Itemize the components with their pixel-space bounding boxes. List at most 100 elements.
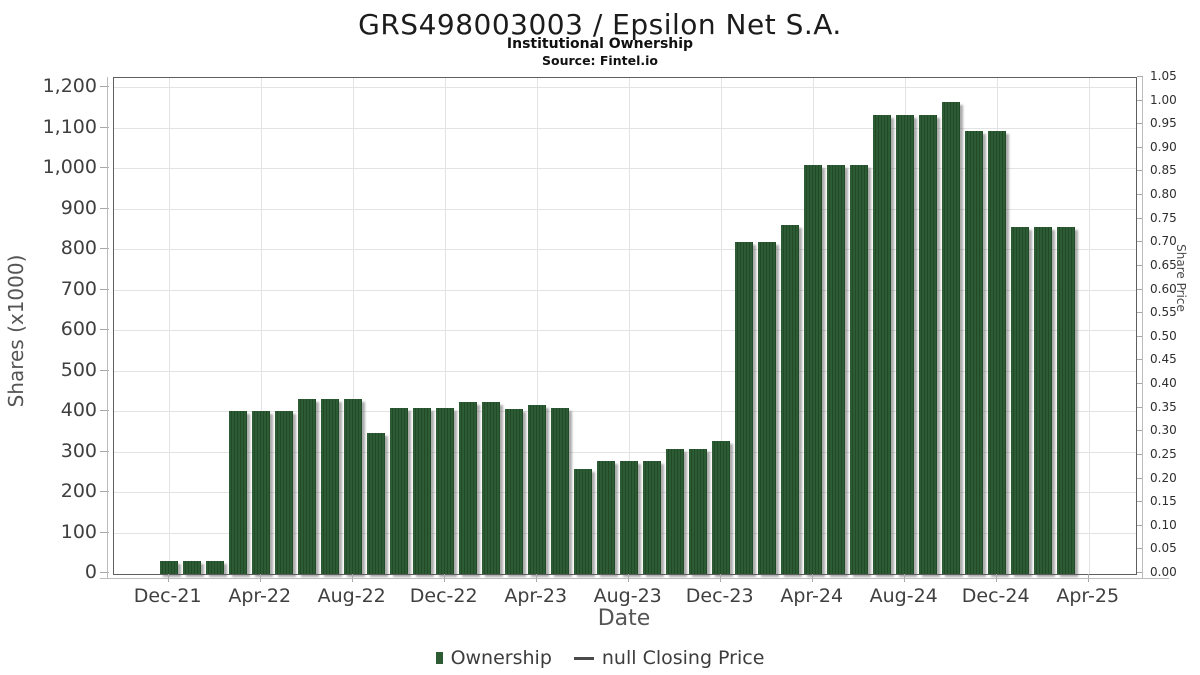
chart-subtitle: Institutional Ownership [506,36,694,52]
legend-ownership-label: Ownership [450,647,552,669]
ownership-bar[interactable] [734,241,753,574]
h-gridline [114,249,1136,250]
ownership-bar[interactable] [826,164,845,574]
x-axis-tick-label: Dec-24 [961,585,1030,607]
plot-area [113,77,1137,575]
legend: Ownership null Closing Price [0,645,1200,671]
price-axis-tick [1137,406,1143,408]
ownership-bar[interactable] [895,115,914,574]
y-axis-tick-label: 200 [60,480,97,502]
ownership-bar[interactable] [711,441,730,574]
ownership-bar[interactable] [412,407,431,574]
ownership-bar[interactable] [251,410,270,574]
ownership-bar[interactable] [1010,226,1029,574]
y-axis-tick-label: 400 [60,399,97,421]
y-axis-tick [100,369,109,371]
price-axis-tick-label: 0.30 [1150,423,1177,438]
price-axis-tick [1137,453,1143,455]
y-axis-tick [100,126,109,128]
ownership-bar[interactable] [389,407,408,574]
ownership-bar[interactable] [182,560,201,574]
ownership-bar[interactable] [550,407,569,574]
ownership-bar[interactable] [481,402,500,574]
ownership-bar[interactable] [1056,226,1075,574]
ownership-bar[interactable] [297,399,316,574]
ownership-bar[interactable] [1033,226,1052,574]
ownership-bar[interactable] [987,130,1006,574]
ownership-bar[interactable] [504,409,523,574]
ownership-bar[interactable] [780,224,799,574]
price-axis-tick-label: 1.00 [1150,92,1177,107]
bottom-axis-line [100,578,1169,579]
ownership-bar[interactable] [803,164,822,574]
price-axis-tick [1137,572,1143,573]
price-axis-tick-label: 0.70 [1150,234,1177,249]
ownership-bar[interactable] [642,461,661,574]
ownership-bar[interactable] [274,410,293,574]
ownership-series-swatch-icon [435,652,443,664]
ownership-bar[interactable] [941,102,960,574]
y-axis-tick-label: 100 [60,520,97,543]
v-gridline [352,78,354,574]
ownership-bar[interactable] [872,115,891,574]
ownership-bar[interactable] [619,461,638,574]
ownership-bar[interactable] [435,407,454,574]
price-axis-tick-label: 0.55 [1150,305,1177,320]
ownership-bar[interactable] [366,433,385,574]
ownership-bar[interactable] [527,405,546,574]
v-gridline [536,78,538,574]
legend-price-label: null Closing Price [601,647,765,669]
ownership-bar[interactable] [849,164,868,574]
price-axis-tick-label: 0.15 [1150,494,1177,509]
x-axis-tick-label: Dec-23 [685,585,754,607]
h-gridline [114,168,1136,169]
price-axis-tick [1137,383,1143,385]
v-gridline [260,78,262,574]
ownership-bar[interactable] [918,115,937,574]
ownership-bar[interactable] [205,560,224,574]
price-axis-tick [1137,524,1143,526]
ownership-bar[interactable] [665,449,684,574]
y-axis-tick [100,491,109,492]
ownership-bar[interactable] [688,449,707,574]
price-axis-tick-label: 0.85 [1150,163,1177,178]
x-axis-tick-label: Aug-23 [593,585,662,607]
ownership-bar[interactable] [343,399,362,574]
ownership-bar[interactable] [573,469,592,574]
chart-title: GRS498003003 / Epsilon Net S.A. [358,8,842,41]
price-axis-tick-label: 0.05 [1150,541,1177,556]
ownership-bar[interactable] [320,399,339,574]
v-gridline [168,78,170,574]
price-axis-tick [1137,548,1143,550]
x-axis-label: Date [597,606,651,631]
h-gridline [114,411,1136,412]
price-axis-tick [1137,288,1143,290]
price-axis-tick [1137,335,1143,337]
ownership-bar[interactable] [458,402,477,574]
ownership-bar[interactable] [964,130,983,574]
h-gridline [114,208,1136,210]
price-axis-tick [1137,99,1143,101]
h-gridline [114,289,1136,291]
h-gridline [114,370,1136,372]
y-axis-tick [100,450,109,452]
x-axis-tick-label: Dec-22 [409,585,478,607]
x-axis-tick-label: Apr-23 [504,585,568,607]
y-axis-tick-label: 900 [60,196,97,219]
x-axis-tick-label: Apr-24 [780,585,844,607]
ownership-bar[interactable] [596,461,615,574]
ownership-bar[interactable] [228,410,247,574]
right-axis-line [1142,77,1143,579]
price-axis-tick [1137,359,1143,361]
ownership-bar[interactable] [757,241,776,574]
x-axis-tick-label: Aug-22 [317,585,386,607]
price-axis-tick-label: 0.20 [1150,470,1177,485]
price-axis-tick [1137,123,1143,125]
price-axis-tick [1137,146,1143,148]
price-axis-tick [1137,217,1143,219]
x-axis-tick-label: Apr-25 [1056,585,1120,607]
price-axis-tick-label: 0.10 [1150,517,1177,532]
ownership-bar[interactable] [159,560,178,574]
price-axis-tick [1137,264,1143,266]
